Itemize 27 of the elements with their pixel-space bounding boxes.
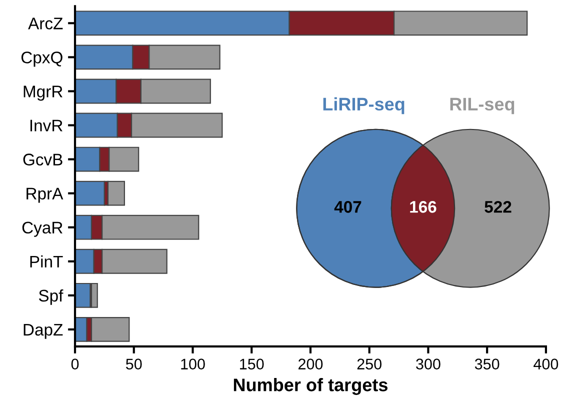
data-label: 407	[334, 201, 362, 213]
x-tick-label: 200	[298, 358, 323, 370]
category-label: LiRIP-seq	[323, 97, 404, 114]
category-label: RIL-seq	[450, 98, 514, 114]
x-tick-label: 50	[126, 358, 142, 370]
y-tick-label: GcvB	[23, 154, 62, 166]
bar	[75, 180, 105, 206]
x-tick-label: 400	[534, 358, 558, 370]
data-label: 166	[410, 201, 436, 213]
y-tick-label: InvR	[30, 120, 62, 132]
y-tick-label: MgrR	[24, 86, 62, 101]
y-tick-label: CpxQ	[21, 52, 62, 67]
data-label: 522	[484, 201, 512, 213]
x-tick-label: 350	[474, 358, 500, 370]
y-tick-label: DapZ	[24, 324, 63, 339]
x-tick-label: 150	[240, 358, 264, 370]
bar	[107, 180, 126, 206]
y-tick-label: CyaR	[22, 222, 62, 237]
y-tick-label: ArcZ	[28, 18, 63, 30]
x-tick-label: 300	[416, 358, 440, 370]
x-axis-title: Number of targets	[234, 378, 388, 395]
y-tick-label: RprA	[26, 188, 64, 203]
x-tick-label: 0	[71, 358, 79, 370]
y-tick-label: Spf	[38, 289, 64, 305]
x-tick-label: 100	[181, 358, 205, 370]
y-tick-label: PinT	[30, 255, 63, 268]
x-tick-label: 250	[357, 358, 382, 370]
